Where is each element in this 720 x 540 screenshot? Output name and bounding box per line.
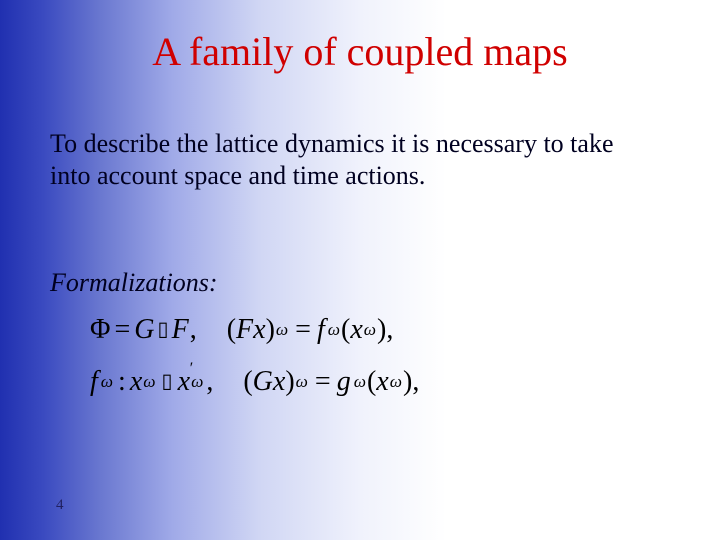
comma: , (412, 366, 419, 398)
xprime-symbol: x ′ (178, 366, 190, 398)
equals-sign: = (289, 314, 317, 346)
page-number: 4 (56, 497, 64, 514)
x-symbol: x (350, 314, 362, 346)
formula-row-2: f ω : x ω ▯ x ′ ω , ( Gx ) ω = g ω ( x ω… (90, 366, 630, 398)
F-symbol: F (172, 314, 189, 346)
rparen: ) (377, 314, 386, 346)
slide: A family of coupled maps To describe the… (0, 0, 720, 540)
G-symbol: G (134, 314, 154, 346)
f-symbol: f (90, 366, 100, 398)
x-symbol: x (376, 366, 388, 398)
maps-glyph-icon: ▯ (157, 368, 178, 393)
x-symbol: x (130, 366, 142, 398)
omega-sub: ω (353, 372, 367, 392)
phi-symbol: Φ (90, 314, 110, 346)
colon: : (114, 366, 130, 398)
omega-sub: ω (100, 372, 114, 392)
omega-sub: ω (275, 320, 289, 340)
comma: , (189, 314, 199, 346)
body-text: To describe the lattice dynamics it is n… (50, 128, 660, 191)
lparen: ( (341, 314, 350, 346)
slide-title: A family of coupled maps (0, 28, 720, 75)
subheading: Formalizations: (50, 268, 218, 298)
prime-sup: ′ (188, 359, 194, 378)
omega-sub: ω (142, 372, 156, 392)
comma: , (386, 314, 393, 346)
omega-sub: ω (327, 320, 341, 340)
equals-sign: = (110, 314, 134, 346)
lparen: ( (367, 366, 376, 398)
rparen: ) (403, 366, 412, 398)
comma: , (204, 366, 215, 398)
formula-row-1: Φ = G ▯ F , ( Fx ) ω = f ω ( x ω ) , (90, 314, 630, 346)
rparen: ) (266, 314, 275, 346)
rparen: ) (285, 366, 294, 398)
lparen: ( (243, 366, 252, 398)
compose-glyph-icon: ▯ (155, 316, 172, 341)
g-symbol: g (337, 366, 353, 398)
omega-sub: ω (295, 372, 309, 392)
omega-sub: ω (389, 372, 403, 392)
Gx-symbol: Gx (253, 366, 286, 398)
lparen: ( (227, 314, 236, 346)
omega-sub: ω (363, 320, 377, 340)
formula-block: Φ = G ▯ F , ( Fx ) ω = f ω ( x ω ) , f ω… (90, 314, 630, 418)
Fx-symbol: Fx (236, 314, 266, 346)
equals-sign: = (309, 366, 337, 398)
f-symbol: f (317, 314, 327, 346)
